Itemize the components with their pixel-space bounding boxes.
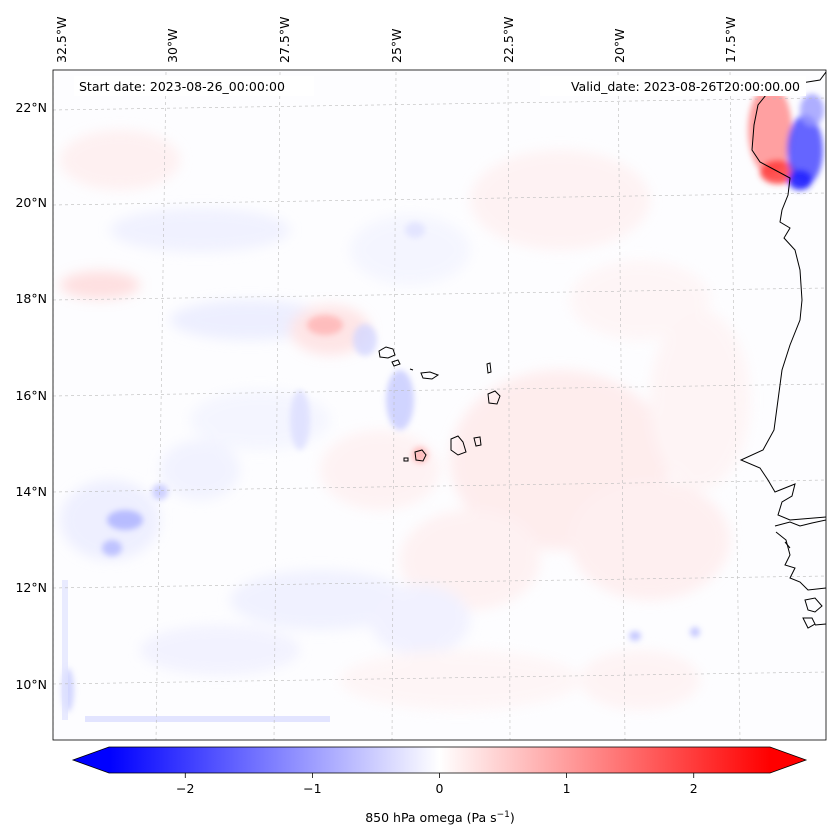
gridlines (53, 71, 826, 740)
colorbar-gradient (109, 747, 770, 773)
lon-label: 32.5°W (54, 17, 69, 63)
start-date-label: Start date: 2023-08-26_00:00:00 (79, 79, 285, 94)
colorbar-tick-label: −2 (176, 781, 194, 796)
lon-label: 30°W (165, 28, 180, 63)
lat-label: 16°N (15, 388, 47, 403)
lon-label: 25°W (389, 28, 404, 63)
colorbar-tick-label: −1 (303, 781, 321, 796)
lon-label: 27.5°W (277, 17, 292, 63)
map-frame (52, 69, 827, 741)
valid-date-box (540, 76, 806, 96)
colorbar: −2 −1 0 1 2 850 hPa omega (Pa s−1) (71, 746, 808, 825)
map-panel: Start date: 2023-08-26_00:00:00 Valid_da… (52, 69, 827, 741)
colorbar-max-extend (770, 747, 806, 773)
lon-label: 22.5°W (501, 17, 516, 63)
coastlines (378, 71, 826, 629)
colorbar-label: 850 hPa omega (Pa s−1) (365, 810, 515, 825)
valid-date-label: Valid_date: 2023-08-26T20:00:00.00 (571, 79, 800, 94)
start-date-box (74, 76, 314, 96)
colorbar-min-extend (73, 747, 109, 773)
lat-label: 22°N (15, 100, 47, 115)
lat-label: 12°N (15, 580, 47, 595)
african-coastline (739, 71, 826, 629)
lon-label: 17.5°W (723, 17, 738, 63)
longitude-labels: 32.5°W 30°W 27.5°W 25°W 22.5°W 20°W 17.5… (54, 17, 738, 63)
lat-label: 20°N (15, 195, 47, 210)
lat-label: 14°N (15, 484, 47, 499)
colorbar-ticks: −2 −1 0 1 2 (176, 773, 698, 796)
lat-label: 18°N (15, 291, 47, 306)
omega-field (60, 85, 824, 722)
lon-label: 20°W (612, 28, 627, 63)
cape-verde-islands (378, 346, 501, 462)
colorbar-tick-label: 2 (690, 781, 698, 796)
latitude-labels: 22°N 20°N 18°N 16°N 14°N 12°N 10°N (15, 100, 47, 692)
colorbar-tick-label: 1 (563, 781, 571, 796)
colorbar-tick-label: 0 (436, 781, 444, 796)
lat-label: 10°N (15, 677, 47, 692)
